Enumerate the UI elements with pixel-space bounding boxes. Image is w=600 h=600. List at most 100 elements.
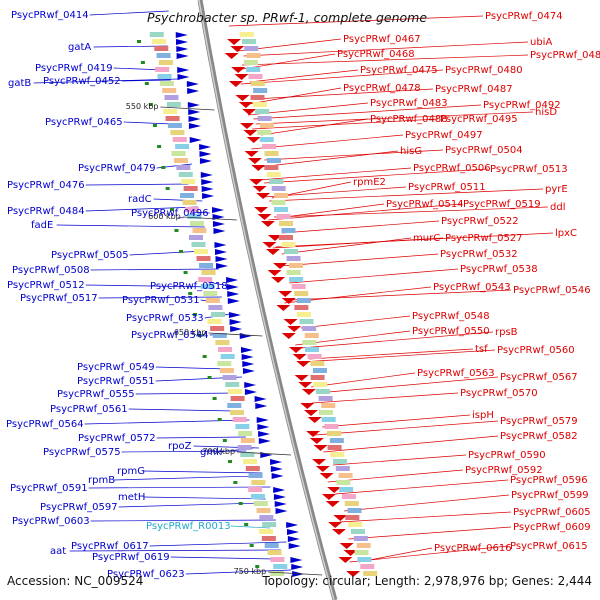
reverse-gene-label[interactable]: PsycPRwf_0532 [440,249,518,260]
forward-gene-label[interactable]: rpmB [88,475,115,486]
forward-gene-label[interactable]: radC [128,194,152,205]
forward-gene-label[interactable]: PsycPRwf_0617 [71,541,149,552]
right-labels[interactable]: PsycPRwf_0474 PsycPRwf_0467 ubiA PsycPRwf_0… [337,11,600,554]
label-leader-line [272,237,444,249]
reverse-gene-label[interactable]: PsycPRwf_0567 [500,372,578,383]
reverse-gene-label[interactable]: PsycPRwf_0592 [465,465,543,476]
forward-gene-label[interactable]: PsycPRwf_0505 [51,250,129,261]
forward-gene-label[interactable]: PsycPRwf_0419 [35,63,113,74]
forward-gene-label[interactable]: PsycPRwf_0564 [6,419,84,430]
forward-gene-label[interactable]: PsycPRwf_0465 [45,117,123,128]
reverse-gene-label[interactable]: PsycPRwf_0550 [412,326,490,337]
reverse-gene-label[interactable]: PsycPRwf_0474 [485,11,563,22]
reverse-gene-label[interactable]: PsycPRwf_0582 [500,431,578,442]
feature-bar [178,172,193,177]
reverse-gene-label[interactable]: PsycPRwf_0504 [445,145,523,156]
reverse-gene-label[interactable]: PsycPRwf_0467 [343,34,421,45]
reverse-gene-label[interactable]: PsycPRwf_0495 [440,114,518,125]
reverse-gene-label[interactable]: PsycPRwf_0483 [370,98,448,109]
reverse-gene-label[interactable]: PsycPRwf_0599 [511,490,589,501]
reverse-gene-label[interactable]: PsycPRwf_0468 [337,49,415,60]
reverse-gene-label[interactable]: ispH [472,410,494,421]
feature-blocks [137,32,378,577]
reverse-gene-label[interactable]: PsycPRwf_0492 [483,100,561,111]
reverse-gene-label[interactable]: PsycPRwf_0543 [433,282,511,293]
reverse-gene-label[interactable]: PsycPRwf_0616 [434,543,512,554]
forward-gene-label[interactable]: PsycPRwf_0623 [107,569,185,580]
reverse-gene-label[interactable]: PsycPRwf_0478 [343,83,421,94]
reverse-gene-label[interactable]: PsycPRwf_0487 [435,84,513,95]
reverse-gene-label[interactable]: PsycPRwf_0497 [405,130,483,141]
forward-gene-label[interactable]: PsycPRwf_0484 [7,206,85,217]
reverse-gene-label[interactable]: PsycPRwf_0605 [513,507,591,518]
reverse-gene-label[interactable]: PsycPRwf_0506 [413,163,491,174]
forward-gene-label[interactable]: PsycPRwf_0603 [12,516,90,527]
forward-gene-label[interactable]: PsycPRwf_0549 [77,362,155,373]
reverse-gene-arrow [298,382,313,388]
reverse-gene-label[interactable]: lpxC [555,228,577,239]
forward-gene-label[interactable]: PsycPRwf_0476 [7,180,85,191]
forward-gene-label[interactable]: PsycPRwf_0531 [122,295,200,306]
reverse-gene-label[interactable]: PsycPRwf_0513 [490,164,568,175]
reverse-gene-label[interactable]: rpsB [495,327,518,338]
forward-gene-label[interactable]: gmk [200,447,222,458]
forward-gene-label[interactable]: PsycPRwf_0518 [150,281,228,292]
reverse-gene-label[interactable]: PsycPRwf_0475 [360,65,438,76]
reverse-gene-label[interactable]: tsf [475,344,488,355]
forward-gene-label[interactable]: PsycPRwf_0452 [43,76,121,87]
forward-gene-label[interactable]: metH [118,492,145,503]
forward-gene-label[interactable]: gatA [68,42,91,53]
forward-gene-label[interactable]: aat [50,546,66,557]
reverse-gene-label[interactable]: PsycPRwf_0560 [497,345,575,356]
reverse-gene-label[interactable]: PsycPRwf_0527 [445,233,523,244]
forward-gene-label[interactable]: PsycPRwf_0597 [40,502,118,513]
reverse-gene-label[interactable]: hisG [400,146,422,157]
reverse-gene-label[interactable]: PsycPRwf_0579 [500,416,578,427]
reverse-gene-label[interactable]: PsycPRwf_0590 [468,450,546,461]
reverse-gene-label[interactable]: PsycPRwf_0522 [441,216,519,227]
forward-gene-label[interactable]: PsycPRwf_0414 [11,10,89,21]
reverse-gene-label[interactable]: hisD [535,107,557,118]
forward-gene-label[interactable]: PsycPRwf_0508 [12,265,90,276]
reverse-gene-label[interactable]: PsycPRwf_0563 [417,368,495,379]
rna-gene-label[interactable]: PsycPRwf_R0013 [146,521,231,532]
reverse-gene-label[interactable]: PsycPRwf_0546 [513,285,591,296]
reverse-gene-label[interactable]: PsycPRwf_0596 [510,475,588,486]
reverse-gene-label[interactable]: PsycPRwf_0519 [463,199,541,210]
forward-gene-label[interactable]: PsycPRwf_0479 [78,163,156,174]
forward-gene-label[interactable]: PsycPRwf_0517 [20,293,98,304]
reverse-gene-label[interactable]: PsycPRwf_0480 [445,65,523,76]
reverse-gene-label[interactable]: PsycPRwf_0615 [510,541,588,552]
forward-gene-label[interactable]: PsycPRwf_0512 [7,280,85,291]
forward-gene-label[interactable]: PsycPRwf_0551 [77,376,155,387]
reverse-gene-label[interactable]: PsycPRwf_0481 [530,50,600,61]
forward-gene-label[interactable]: rpmG [117,466,145,477]
forward-gene-label[interactable]: PsycPRwf_0591 [10,483,88,494]
forward-gene-label[interactable]: rpoZ [168,441,192,452]
forward-gene-label[interactable]: PsycPRwf_0496 [131,208,209,219]
forward-gene-label[interactable]: fadE [31,220,53,231]
forward-gene-arrow [244,382,257,388]
reverse-gene-label[interactable]: PsycPRwf_0570 [460,388,538,399]
reverse-gene-label[interactable]: ddl [550,202,565,213]
label-leader-line [281,253,439,267]
reverse-gene-label[interactable]: PsycPRwf_0511 [408,182,486,193]
forward-gene-label[interactable]: PsycPRwf_0572 [78,433,156,444]
forward-gene-label[interactable]: PsycPRwf_0544 [131,330,209,341]
forward-gene-label[interactable]: PsycPRwf_0561 [50,404,128,415]
forward-gene-label[interactable]: PsycPRwf_0555 [57,389,135,400]
left-labels[interactable]: PsycPRwf_0414 gatA PsycPRwf_0419 gatB PsycPR… [6,10,231,580]
reverse-gene-label[interactable]: PsycPRwf_0548 [412,311,490,322]
reverse-gene-label[interactable]: murC [413,233,440,244]
reverse-gene-label[interactable]: PsycPRwf_0538 [460,264,538,275]
reverse-gene-label[interactable]: ubiA [530,37,552,48]
forward-gene-label[interactable]: PsycPRwf_0533 [126,313,204,324]
reverse-gene-label[interactable]: PsycPRwf_0609 [513,522,591,533]
reverse-gene-label[interactable]: pyrE [545,184,568,195]
forward-gene-label[interactable]: PsycPRwf_0619 [92,552,170,563]
forward-gene-label[interactable]: gatB [8,78,31,89]
reverse-gene-label[interactable]: PsycPRwf_0488 [370,114,448,125]
forward-gene-label[interactable]: PsycPRwf_0575 [43,447,121,458]
reverse-gene-label[interactable]: rpmE2 [353,177,386,188]
reverse-gene-label[interactable]: PsycPRwf_0514 [386,199,464,210]
